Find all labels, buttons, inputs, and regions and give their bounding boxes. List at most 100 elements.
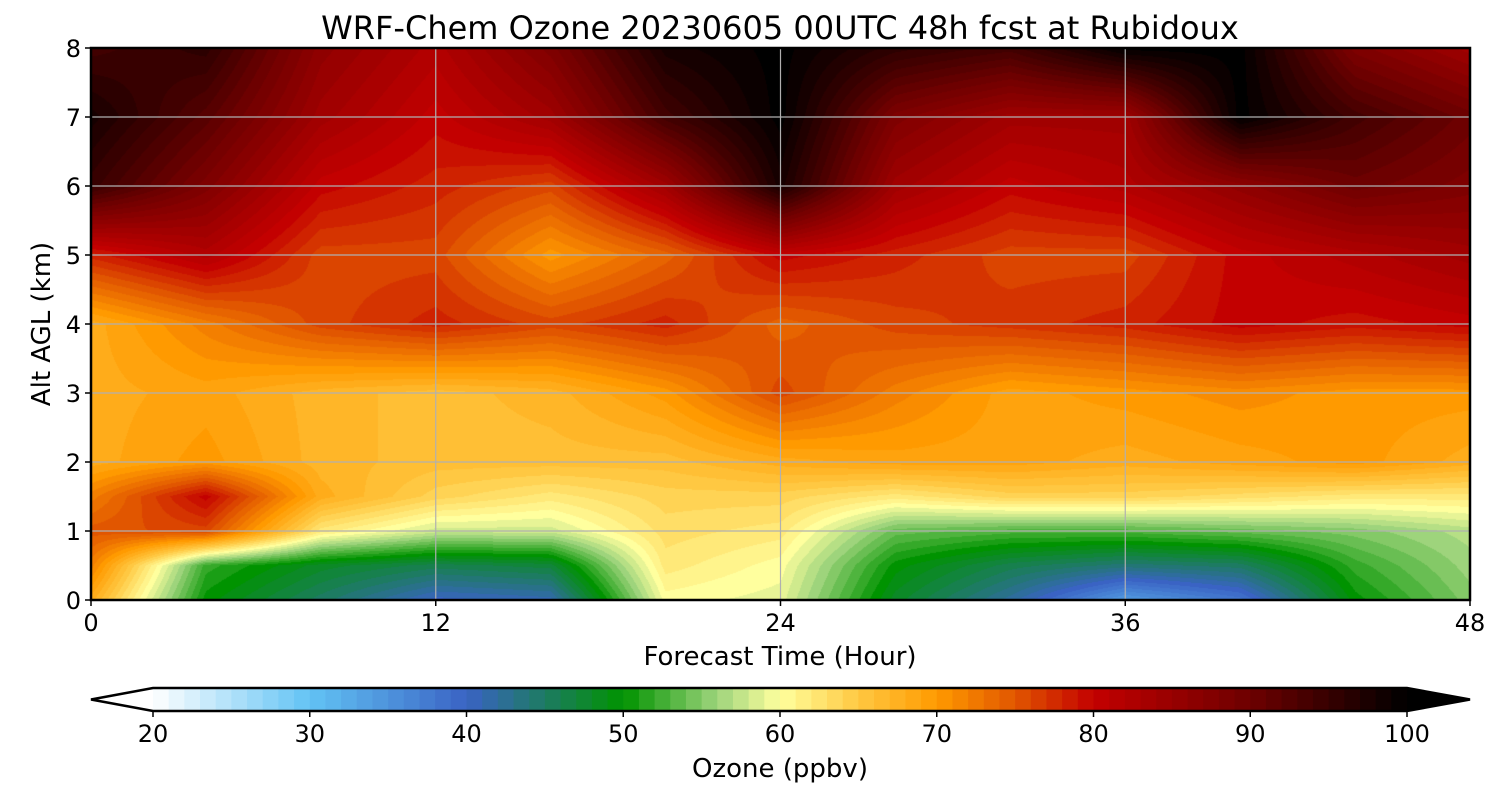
- colorbar-cell: [388, 688, 405, 711]
- colorbar-cell: [1328, 688, 1345, 711]
- colorbar-cell: [247, 688, 264, 711]
- colorbar-cell: [262, 688, 279, 711]
- colorbar-cell: [325, 688, 342, 711]
- colorbar-cell: [1187, 688, 1204, 711]
- y-tick-label: 2: [66, 449, 81, 477]
- colorbar-cell: [1109, 688, 1126, 711]
- colorbar-tick-label: 70: [921, 720, 952, 748]
- colorbar-extend-high: [1407, 688, 1470, 711]
- y-tick-label: 3: [66, 380, 81, 408]
- colorbar-cell: [1093, 688, 1110, 711]
- x-tick-label: 24: [765, 609, 796, 637]
- colorbar-cell: [1218, 688, 1236, 711]
- grid: [91, 48, 1470, 600]
- colorbar-cell: [811, 688, 828, 711]
- colorbar-cell: [654, 688, 671, 711]
- colorbar-cell: [717, 688, 734, 711]
- colorbar-cell: [372, 688, 389, 711]
- colorbar-cell: [1156, 688, 1173, 711]
- colorbar-label: Ozone (ppbv): [692, 754, 868, 784]
- colorbar-cell: [1344, 688, 1361, 711]
- colorbar-cell: [1124, 688, 1142, 711]
- colorbar-cell: [748, 688, 765, 711]
- colorbar-cell: [701, 688, 718, 711]
- colorbar-cell: [1140, 688, 1157, 711]
- y-tick-label: 7: [66, 104, 81, 132]
- colorbar-cell: [576, 688, 593, 711]
- colorbar-cell: [294, 688, 311, 711]
- colorbar-cell: [936, 688, 954, 711]
- y-tick-label: 6: [66, 173, 81, 201]
- colorbar-tick-label: 100: [1384, 720, 1430, 748]
- colorbar-cell: [968, 688, 985, 711]
- colorbar-cell: [278, 688, 295, 711]
- colorbar-cell: [999, 688, 1016, 711]
- colorbar-cell: [795, 688, 812, 711]
- colorbar-cell: [544, 688, 562, 711]
- colorbar-cells: [153, 688, 1408, 711]
- y-tick-label: 4: [66, 311, 81, 339]
- colorbar-cell: [905, 688, 922, 711]
- colorbar-cell: [983, 688, 1001, 711]
- colorbar: 20 30 40 50 60 70 80 90 100: [90, 686, 1471, 748]
- colorbar-cell: [435, 688, 452, 711]
- chart-title: WRF-Chem Ozone 20230605 00UTC 48h fcst a…: [321, 9, 1239, 47]
- colorbar-cell: [1250, 688, 1267, 711]
- colorbar-cell: [638, 688, 656, 711]
- colorbar-cell: [482, 688, 499, 711]
- colorbar-tick-label: 90: [1235, 720, 1266, 748]
- colorbar-cell: [1077, 688, 1095, 711]
- colorbar-cell: [827, 688, 844, 711]
- colorbar-cell: [685, 688, 703, 711]
- colorbar-cell: [153, 688, 170, 711]
- colorbar-cell: [1265, 688, 1283, 711]
- colorbar-cell: [780, 688, 797, 711]
- colorbar-cell: [623, 688, 640, 711]
- colorbar-cell: [874, 688, 891, 711]
- y-tick-label: 5: [66, 242, 81, 270]
- colorbar-cell: [591, 688, 609, 711]
- colorbar-cell: [1046, 688, 1063, 711]
- colorbar-cell: [1375, 688, 1392, 711]
- x-axis: 0 12 24 36 48: [83, 600, 1485, 637]
- y-tick-label: 8: [66, 35, 81, 63]
- colorbar-tick-label: 80: [1078, 720, 1109, 748]
- y-tick-label: 0: [66, 587, 81, 615]
- colorbar-cell: [952, 688, 969, 711]
- colorbar-cell: [560, 688, 577, 711]
- colorbar-cell: [842, 688, 859, 711]
- colorbar-cell: [1359, 688, 1377, 711]
- colorbar-cell: [529, 688, 546, 711]
- colorbar-cell: [1281, 688, 1298, 711]
- colorbar-cell: [356, 688, 374, 711]
- colorbar-cell: [215, 688, 232, 711]
- colorbar-cell: [231, 688, 248, 711]
- colorbar-cell: [403, 688, 421, 711]
- colorbar-tick-label: 50: [608, 720, 639, 748]
- x-tick-label: 12: [420, 609, 451, 637]
- colorbar-cell: [921, 688, 938, 711]
- colorbar-extend-low: [91, 688, 153, 711]
- y-axis-label: Alt AGL (km): [27, 242, 57, 406]
- colorbar-cell: [732, 688, 750, 711]
- colorbar-tick-label: 40: [451, 720, 482, 748]
- colorbar-cell: [858, 688, 875, 711]
- x-axis-label: Forecast Time (Hour): [643, 642, 916, 672]
- x-tick-label: 48: [1455, 609, 1486, 637]
- y-axis: 0 1 2 3 4 5 6 7 8: [66, 35, 91, 615]
- colorbar-cell: [1030, 688, 1048, 711]
- colorbar-cell: [1015, 688, 1032, 711]
- colorbar-cell: [1391, 688, 1408, 711]
- colorbar-cell: [1171, 688, 1189, 711]
- colorbar-cell: [607, 688, 624, 711]
- colorbar-cell: [450, 688, 468, 711]
- colorbar-tick-label: 30: [294, 720, 325, 748]
- colorbar-cell: [764, 688, 781, 711]
- colorbar-ticks: 20 30 40 50 60 70 80 90 100: [138, 711, 1430, 748]
- colorbar-cell: [1297, 688, 1314, 711]
- colorbar-cell: [466, 688, 483, 711]
- plot-area: [89, 46, 1472, 602]
- colorbar-cell: [670, 688, 687, 711]
- colorbar-cell: [1312, 688, 1330, 711]
